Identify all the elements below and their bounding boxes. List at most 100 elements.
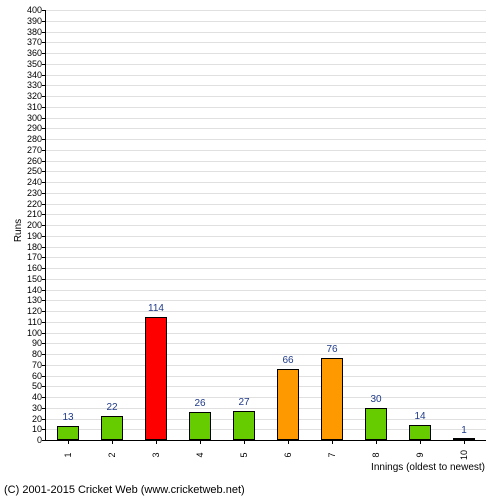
ytick-label: 130: [27, 295, 46, 305]
ytick-label: 170: [27, 252, 46, 262]
gridline: [46, 32, 486, 33]
gridline: [46, 53, 486, 54]
gridline: [46, 397, 486, 398]
ytick-label: 120: [27, 306, 46, 316]
bar: [233, 411, 255, 440]
xtick-label: 5: [239, 452, 249, 457]
ytick-label: 210: [27, 209, 46, 219]
ytick-label: 90: [32, 338, 46, 348]
gridline: [46, 343, 486, 344]
gridline: [46, 311, 486, 312]
bar: [145, 317, 167, 440]
y-axis-label: Runs: [13, 219, 24, 242]
xtick-label: 6: [283, 452, 293, 457]
gridline: [46, 85, 486, 86]
gridline: [46, 75, 486, 76]
gridline: [46, 236, 486, 237]
ytick-label: 400: [27, 5, 46, 15]
bar: [409, 425, 431, 440]
gridline: [46, 193, 486, 194]
ytick-label: 320: [27, 91, 46, 101]
gridline: [46, 386, 486, 387]
ytick-label: 220: [27, 199, 46, 209]
bar-value-label: 14: [414, 411, 425, 422]
ytick-label: 70: [32, 360, 46, 370]
ytick-label: 0: [37, 435, 46, 445]
bar-value-label: 27: [238, 397, 249, 408]
gridline: [46, 107, 486, 108]
xtick-label: 4: [195, 452, 205, 457]
gridline: [46, 161, 486, 162]
x-axis-label: Innings (oldest to newest): [371, 462, 485, 473]
plot-area: 0102030405060708090100110120130140150160…: [45, 10, 486, 441]
gridline: [46, 247, 486, 248]
gridline: [46, 365, 486, 366]
bar-value-label: 1: [461, 425, 467, 436]
gridline: [46, 150, 486, 151]
ytick-label: 190: [27, 231, 46, 241]
gridline: [46, 214, 486, 215]
chart-container: 0102030405060708090100110120130140150160…: [0, 0, 500, 500]
ytick-label: 300: [27, 113, 46, 123]
gridline: [46, 118, 486, 119]
ytick-label: 340: [27, 70, 46, 80]
gridline: [46, 290, 486, 291]
ytick-label: 40: [32, 392, 46, 402]
ytick-label: 110: [28, 317, 46, 327]
ytick-label: 390: [27, 16, 46, 26]
ytick-label: 360: [27, 48, 46, 58]
gridline: [46, 204, 486, 205]
ytick-label: 160: [27, 263, 46, 273]
gridline: [46, 268, 486, 269]
gridline: [46, 128, 486, 129]
ytick-label: 140: [27, 285, 46, 295]
bar: [277, 369, 299, 440]
ytick-label: 250: [27, 166, 46, 176]
bar: [321, 358, 343, 440]
ytick-label: 10: [32, 424, 46, 434]
ytick-label: 50: [32, 381, 46, 391]
gridline: [46, 300, 486, 301]
ytick-label: 370: [27, 37, 46, 47]
ytick-label: 230: [27, 188, 46, 198]
bar-value-label: 66: [282, 355, 293, 366]
bar-value-label: 114: [148, 303, 164, 314]
bar-value-label: 22: [106, 402, 117, 413]
xtick-label: 9: [415, 452, 425, 457]
gridline: [46, 225, 486, 226]
ytick-label: 350: [27, 59, 46, 69]
xtick-label: 10: [459, 450, 469, 460]
bar: [365, 408, 387, 440]
ytick-label: 310: [27, 102, 46, 112]
ytick-label: 380: [27, 27, 46, 37]
bar-value-label: 13: [62, 412, 73, 423]
gridline: [46, 322, 486, 323]
xtick-label: 2: [107, 452, 117, 457]
gridline: [46, 354, 486, 355]
xtick-label: 1: [63, 452, 73, 457]
bar-value-label: 26: [194, 398, 205, 409]
copyright-text: (C) 2001-2015 Cricket Web (www.cricketwe…: [4, 484, 245, 496]
gridline: [46, 376, 486, 377]
bar: [57, 426, 79, 440]
ytick-label: 240: [27, 177, 46, 187]
gridline: [46, 21, 486, 22]
gridline: [46, 171, 486, 172]
ytick-label: 280: [27, 134, 46, 144]
gridline: [46, 139, 486, 140]
ytick-label: 80: [32, 349, 46, 359]
gridline: [46, 279, 486, 280]
ytick-label: 100: [27, 328, 46, 338]
bar-value-label: 30: [370, 394, 381, 405]
gridline: [46, 182, 486, 183]
ytick-label: 200: [27, 220, 46, 230]
ytick-label: 150: [27, 274, 46, 284]
bar-value-label: 76: [326, 344, 337, 355]
gridline: [46, 96, 486, 97]
xtick-label: 8: [371, 452, 381, 457]
ytick-label: 290: [27, 123, 46, 133]
xtick-label: 3: [151, 452, 161, 457]
ytick-label: 30: [32, 403, 46, 413]
gridline: [46, 42, 486, 43]
ytick-label: 20: [32, 414, 46, 424]
